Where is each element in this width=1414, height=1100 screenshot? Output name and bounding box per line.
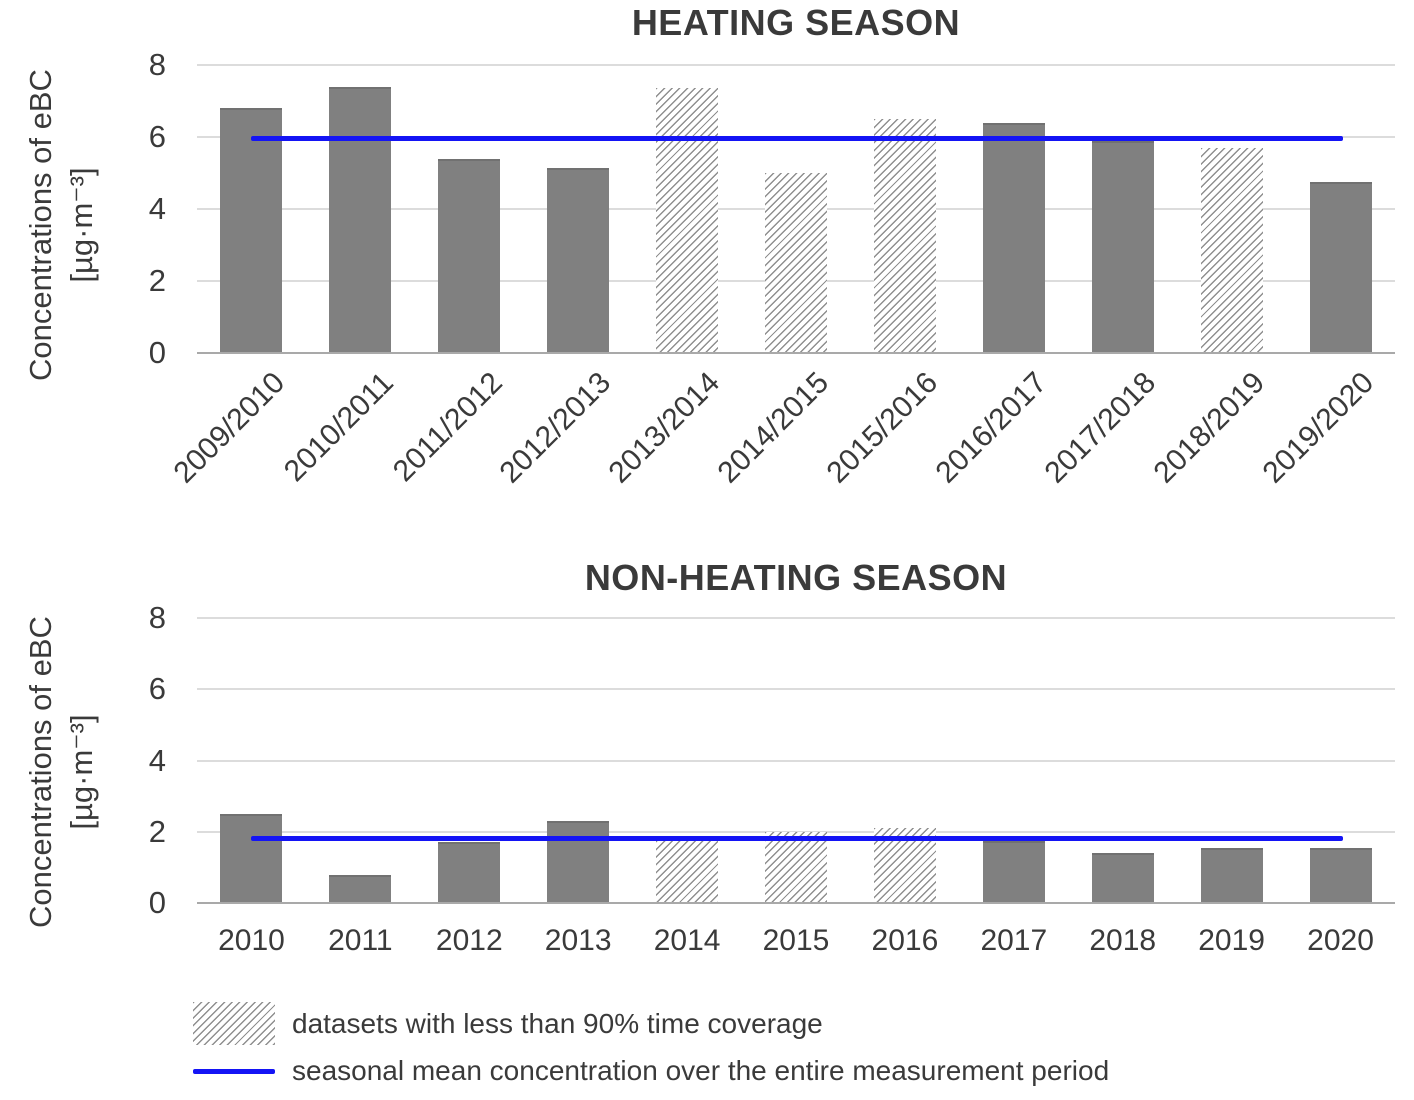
y-axis-label-text: Concentrations of eBC [23, 69, 58, 381]
y-tick-label: 6 [148, 671, 166, 707]
bar-2018 [1091, 853, 1154, 903]
gridline [197, 617, 1395, 619]
bar-2015/2016 [873, 119, 936, 353]
gridline [197, 64, 1395, 66]
bar-2015 [765, 831, 827, 903]
seasonal-mean-line [251, 836, 1343, 842]
x-tick-label: 2011/2012 [386, 366, 509, 489]
x-tick-label: 2017/2018 [1038, 366, 1163, 490]
bar-2019 [1200, 847, 1263, 903]
x-tick-label: 2019 [1198, 924, 1265, 957]
x-tick-label: 2017 [980, 924, 1048, 957]
x-axis-line [197, 902, 1395, 904]
x-tick-label: 2011 [328, 924, 393, 957]
y-tick-label: 0 [148, 335, 166, 370]
y-tick-label: 8 [148, 47, 166, 82]
non-heating-y-axis-label: Concentrations of eBC [µg·m⁻³] [20, 542, 104, 1002]
bar-2010/2011 [329, 86, 392, 353]
bar-2017 [982, 840, 1045, 903]
x-tick-label: 2015 [762, 924, 830, 957]
bar-2014/2015 [765, 173, 827, 353]
x-tick-label: 2012 [435, 924, 503, 957]
heating-season-title: HEATING SEASON [631, 2, 961, 43]
bar-2012 [438, 842, 501, 903]
y-tick-label: 2 [148, 813, 166, 849]
low-coverage-hatch-swatch [193, 1002, 275, 1045]
bar-2018/2019 [1200, 147, 1263, 353]
bar-2013 [547, 821, 610, 903]
bar-2010 [220, 813, 283, 903]
y-tick-label: 6 [148, 119, 166, 154]
x-axis-line [197, 352, 1395, 354]
x-tick-label: 2019/2020 [1256, 366, 1380, 490]
x-tick-label: 2010/2011 [277, 366, 400, 489]
legend-item-seasonal-mean-label: seasonal mean concentration over the ent… [292, 1055, 1110, 1086]
x-tick-label: 2012/2013 [493, 366, 618, 490]
y-tick-label: 2 [148, 263, 166, 298]
y-axis-label-text: Concentrations of eBC [23, 616, 58, 928]
gridline [197, 759, 1395, 762]
bar-2013/2014 [656, 88, 719, 353]
x-tick-label: 2015/2016 [820, 366, 945, 490]
bar-2017/2018 [1091, 140, 1154, 353]
x-tick-label: 2018/2019 [1147, 366, 1271, 490]
bar-2016/2017 [982, 122, 1045, 353]
non-heating-season-title: NON-HEATING SEASON [584, 557, 1008, 598]
gridline [197, 688, 1395, 691]
seasonal-mean-line-swatch [193, 1069, 275, 1074]
y-tick-label: 8 [148, 600, 166, 635]
x-tick-label: 2016/2017 [929, 366, 1054, 490]
x-tick-label: 2020 [1307, 924, 1374, 957]
x-tick-label: 2014/2015 [711, 366, 836, 490]
bar-2011/2012 [438, 158, 501, 353]
bar-2019/2020 [1309, 182, 1372, 353]
x-tick-label: 2014 [653, 924, 721, 957]
x-tick-label: 2016 [871, 924, 939, 957]
seasonal-mean-line [251, 136, 1343, 142]
x-tick-label: 2013/2014 [602, 366, 727, 490]
y-tick-label: 4 [148, 191, 166, 226]
x-tick-label: 2009/2010 [167, 366, 291, 490]
x-tick-label: 2013 [544, 924, 612, 957]
x-tick-label: 2010 [218, 924, 285, 957]
y-tick-label: 4 [148, 742, 166, 778]
bar-2014 [656, 840, 719, 903]
heating-y-axis-label: Concentrations of eBC [µg·m⁻³] [20, 0, 104, 455]
y-tick-label: 0 [148, 885, 166, 920]
bar-2009/2010 [220, 108, 283, 353]
x-tick-label: 2018 [1089, 924, 1157, 957]
bar-2020 [1309, 847, 1372, 903]
bar-2012/2013 [547, 167, 610, 353]
legend-item-low-coverage-label: datasets with less than 90% time coverag… [292, 1008, 823, 1039]
bar-2011 [329, 874, 392, 903]
